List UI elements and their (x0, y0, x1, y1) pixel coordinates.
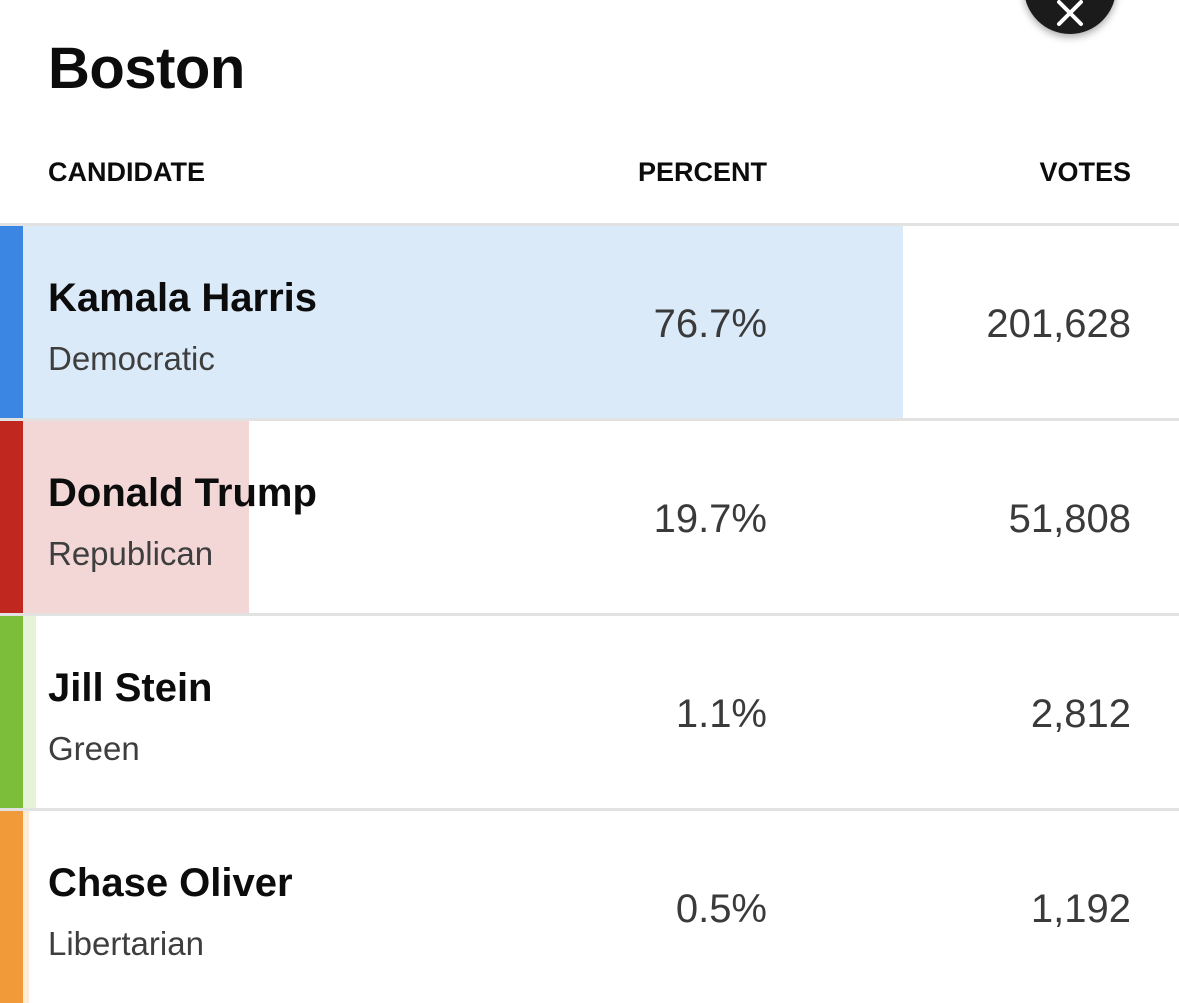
vote-share-bar (23, 811, 29, 1003)
candidate-name: Chase Oliver (48, 861, 293, 905)
candidate-votes: 51,808 (1008, 497, 1131, 541)
candidate-row-stein[interactable]: Jill Stein Green 1.1% 2,812 (0, 616, 1179, 811)
candidate-percent: 1.1% (675, 692, 767, 736)
candidate-row-trump[interactable]: Donald Trump Republican 19.7% 51,808 (0, 421, 1179, 616)
close-icon (1057, 0, 1083, 26)
candidate-votes: 201,628 (986, 302, 1131, 346)
candidate-name: Jill Stein (48, 666, 213, 710)
vote-share-bar (23, 421, 249, 613)
vote-share-bar (23, 226, 903, 418)
candidate-party: Democratic (48, 340, 215, 377)
party-color-bar (0, 226, 23, 418)
candidate-votes: 1,192 (1030, 887, 1131, 931)
party-color-bar (0, 616, 23, 808)
candidate-percent: 0.5% (675, 887, 767, 931)
close-button[interactable] (1024, 0, 1116, 34)
candidate-votes: 2,812 (1030, 692, 1131, 736)
candidate-percent: 19.7% (653, 497, 767, 541)
candidate-name: Kamala Harris (48, 276, 318, 320)
candidate-party: Green (48, 730, 140, 767)
column-header-percent: PERCENT (637, 157, 767, 187)
candidate-party: Republican (48, 535, 214, 572)
candidate-party: Libertarian (48, 925, 204, 962)
candidate-row-harris[interactable]: Kamala Harris Democratic 76.7% 201,628 (0, 226, 1179, 421)
candidate-percent: 76.7% (653, 302, 767, 346)
page-title: Boston (48, 36, 245, 101)
party-color-bar (0, 421, 23, 613)
results-table: Kamala Harris Democratic 76.7% 201,628 D… (0, 223, 1179, 1003)
vote-share-bar (23, 616, 36, 808)
column-header-candidate: CANDIDATE (48, 157, 205, 187)
candidate-row-oliver[interactable]: Chase Oliver Libertarian 0.5% 1,192 (0, 811, 1179, 1003)
candidate-name: Donald Trump (48, 471, 317, 515)
column-header-votes: VOTES (1039, 157, 1131, 187)
party-color-bar (0, 811, 23, 1003)
